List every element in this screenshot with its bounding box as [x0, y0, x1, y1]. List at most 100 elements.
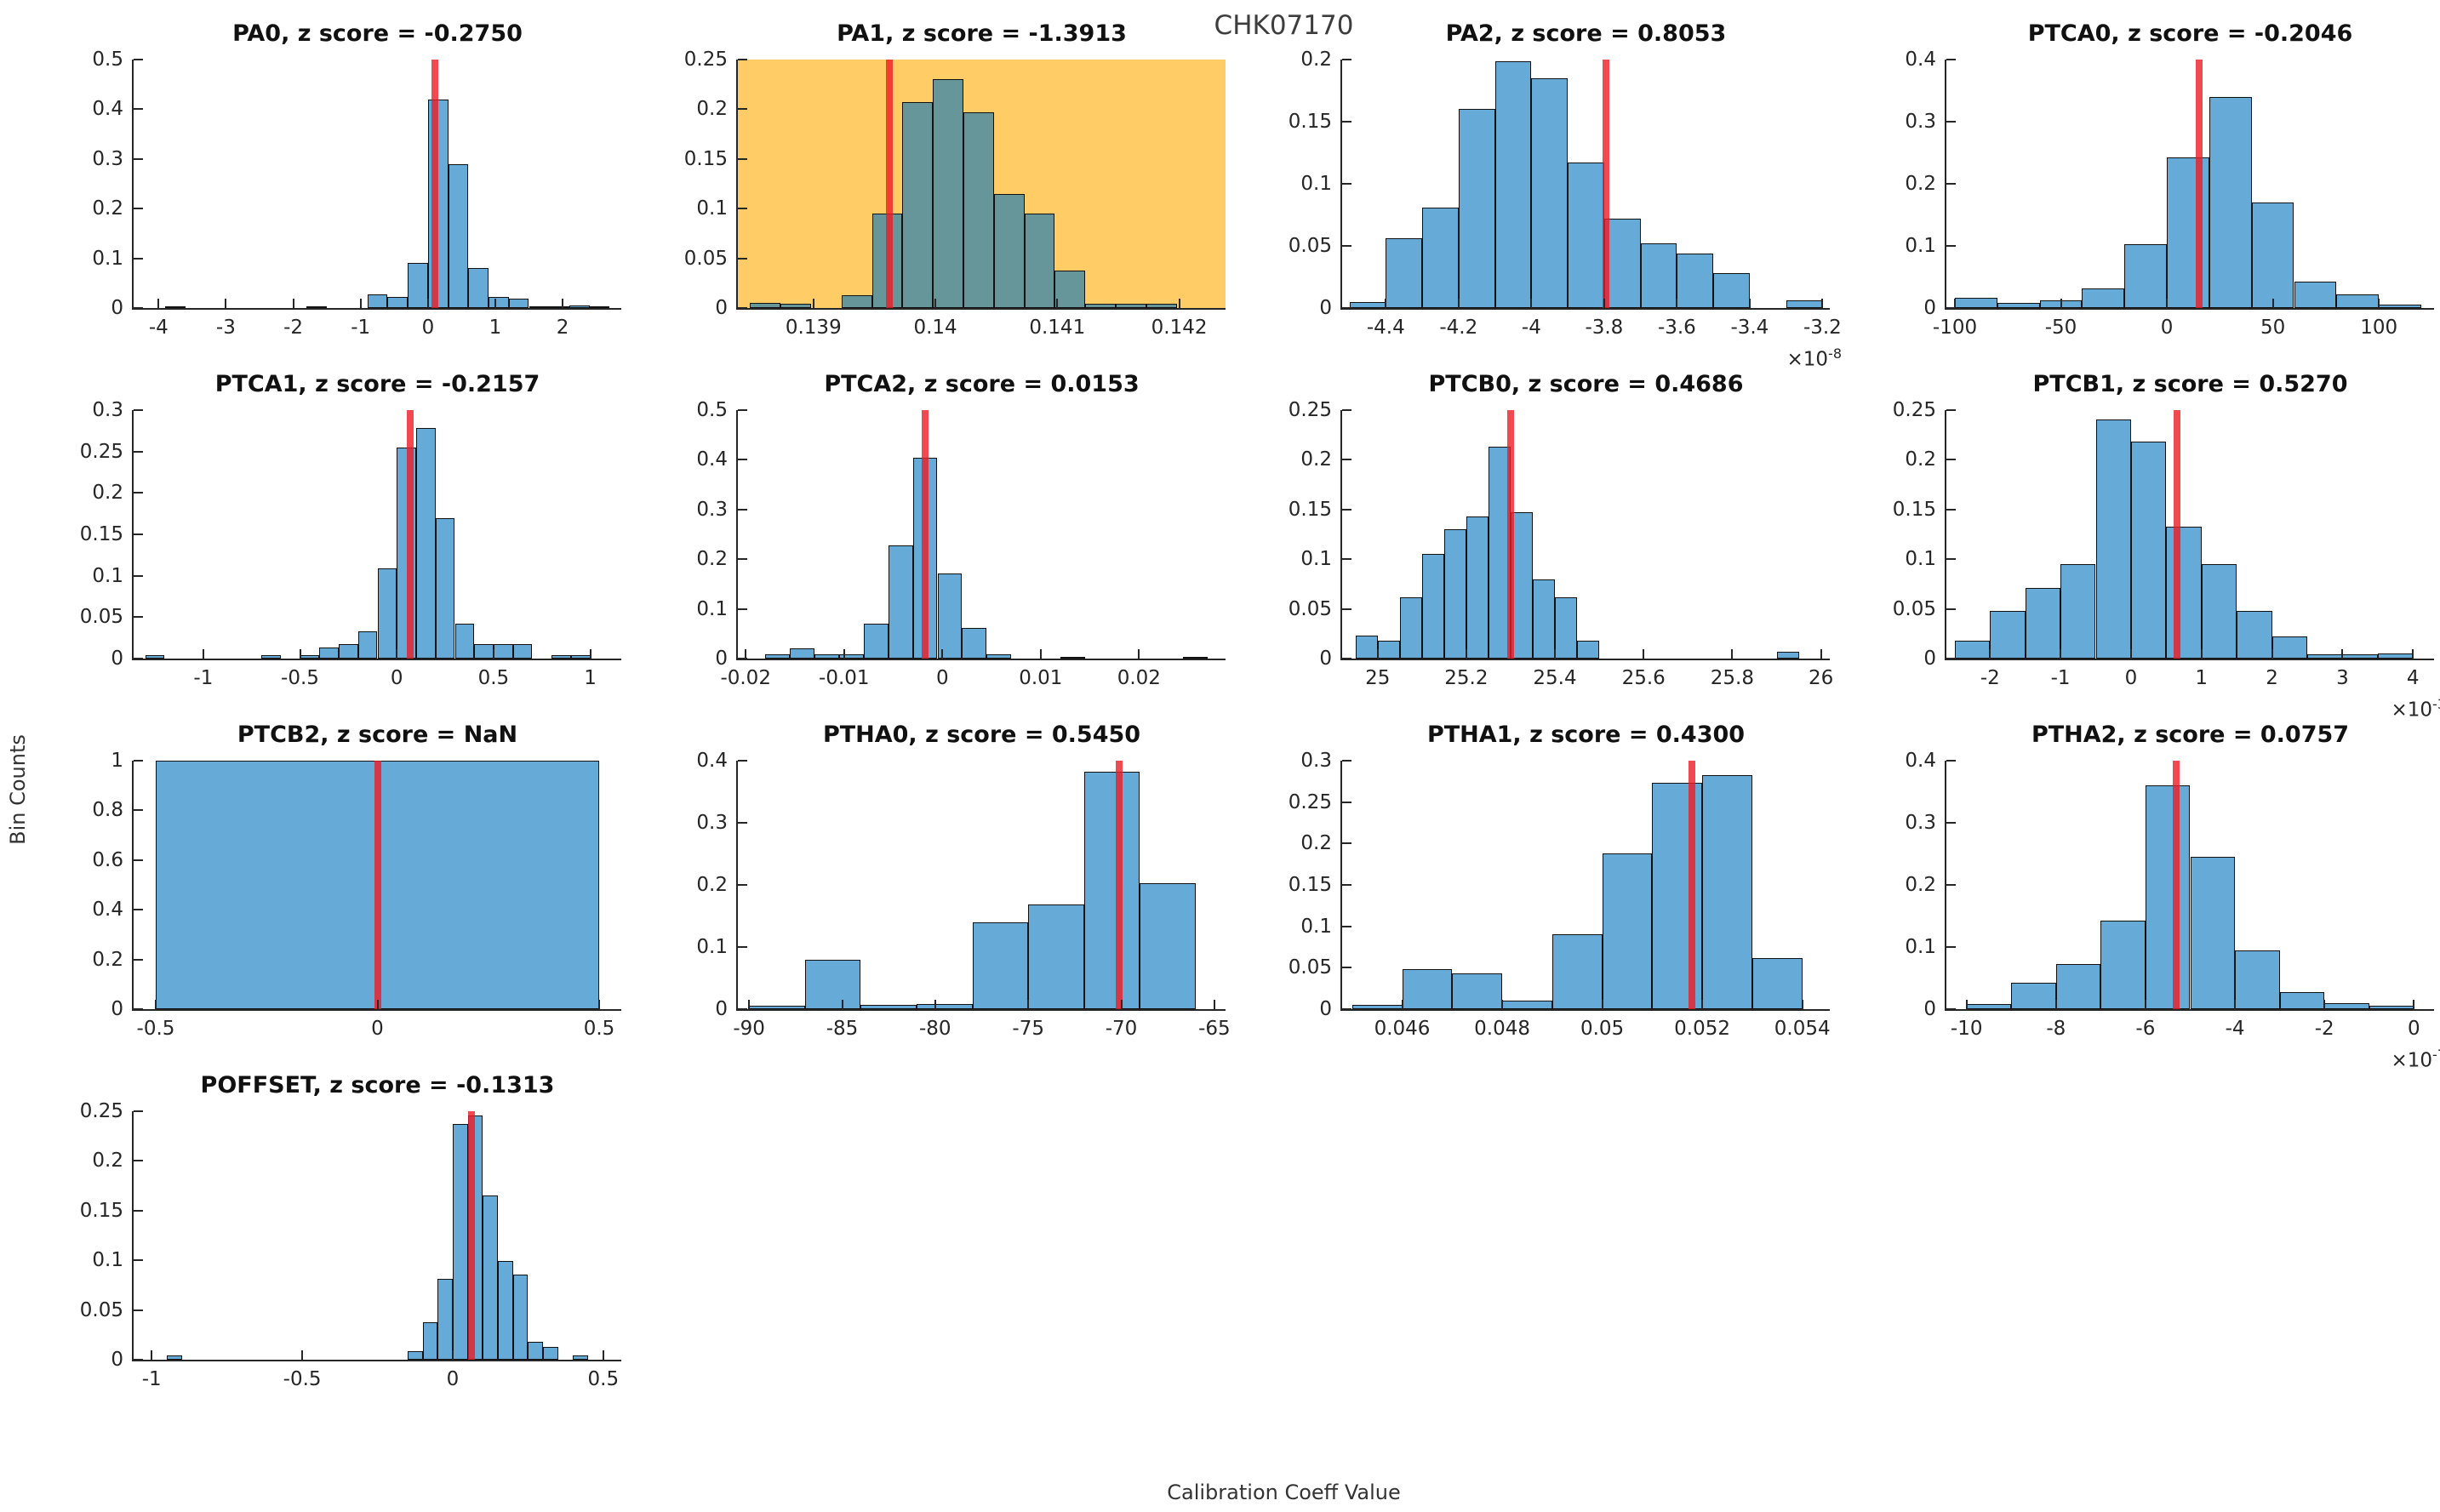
histogram-bar — [2124, 243, 2168, 308]
histogram-bar — [863, 624, 889, 659]
x-tick-mark — [2166, 299, 2169, 308]
y-tick-mark — [1342, 801, 1351, 803]
y-axis-spine — [1945, 60, 1946, 308]
y-tick-label: 0.6 — [92, 848, 123, 871]
histogram-bar — [165, 305, 186, 308]
y-tick-mark — [1946, 409, 1956, 411]
y-tick-mark — [738, 208, 747, 210]
y-tick-mark — [1342, 121, 1351, 123]
histogram-bar — [1402, 969, 1453, 1009]
histogram-PTHA0: 0 0.1 0.2 0.3 0.4 -90 -85 -80 -75 -70 -65 PTHA0, z … — [696, 722, 1230, 1040]
y-tick-mark — [1342, 409, 1351, 411]
y-tick-label: 0 — [1319, 998, 1332, 1020]
histogram-bar — [1421, 554, 1444, 659]
x-tick-mark — [2341, 649, 2344, 659]
y-tick-label: 0.15 — [79, 523, 123, 545]
x-tick-label: -4 — [1521, 317, 1541, 339]
y-tick-mark — [1342, 760, 1351, 762]
histogram-bar — [1713, 273, 1750, 308]
y-tick-label: 0.1 — [1905, 936, 1936, 958]
x-tick-mark — [451, 1350, 454, 1360]
x-tick-mark — [843, 649, 845, 659]
histogram-bar — [1568, 163, 1604, 308]
histogram-bar — [814, 654, 839, 659]
x-tick-mark — [492, 649, 494, 659]
x-tick-mark — [745, 649, 747, 659]
y-tick-mark — [134, 958, 143, 961]
x-tick-label: 0 — [2407, 1018, 2420, 1040]
y-tick-mark — [134, 208, 143, 210]
y-axis-label: Bin Counts — [6, 734, 30, 845]
y-tick-mark — [1342, 307, 1351, 309]
x-tick-label: 0 — [371, 1018, 384, 1040]
y-tick-mark — [134, 492, 143, 494]
histogram-bar — [2025, 588, 2061, 659]
x-tick-label: 0 — [2124, 667, 2138, 689]
y-tick-mark — [134, 1309, 143, 1311]
y-tick-label: 0 — [1923, 648, 1936, 670]
histogram-bar — [377, 568, 397, 659]
x-tick-mark — [2234, 1000, 2237, 1009]
x-tick-mark — [2323, 1000, 2326, 1009]
x-tick-label: -100 — [1932, 317, 1978, 339]
y-tick-label: 0.25 — [1892, 399, 1936, 421]
histogram-bar — [1603, 218, 1641, 308]
y-tick-mark — [1342, 459, 1351, 461]
x-tick-label: 0.5 — [477, 667, 510, 689]
x-axis-spine — [1945, 1009, 2434, 1011]
y-tick-mark — [738, 608, 747, 610]
y-tick-label: 0.25 — [683, 48, 728, 71]
histogram-bar — [1083, 772, 1140, 1009]
x-tick-label: -3.6 — [1657, 317, 1696, 339]
histogram-bar — [1452, 973, 1503, 1009]
y-tick-label: 0.5 — [92, 48, 123, 71]
histogram-bar — [888, 545, 913, 659]
x-tick-mark — [1554, 649, 1556, 659]
x-tick-mark — [225, 299, 227, 308]
histogram-bar — [1399, 596, 1422, 659]
histogram-PTCB0: 0 0.05 0.1 0.15 0.2 0.25 25 25.2 25.4 25.6 25.8 26 P… — [1289, 371, 1833, 689]
histogram-bar — [2237, 610, 2272, 659]
x-tick-label: -0.5 — [136, 1018, 175, 1040]
y-tick-label: 0.2 — [1300, 48, 1332, 71]
histogram-bar — [357, 630, 378, 659]
histogram-bar — [860, 1004, 917, 1009]
y-tick-mark — [134, 1359, 143, 1361]
reference-value-line — [431, 60, 438, 308]
x-tick-label: 0 — [2160, 317, 2174, 339]
y-tick-label: 0.2 — [696, 98, 728, 121]
x-axis-spine — [132, 1360, 621, 1361]
x-tick-mark — [1465, 649, 1467, 659]
histogram-bar — [1116, 304, 1146, 308]
x-axis-spine — [132, 1009, 621, 1011]
y-axis-spine — [1340, 60, 1342, 308]
x-tick-label: -4 — [148, 317, 169, 339]
y-tick-label: 0.05 — [79, 606, 123, 629]
histogram-bar — [2166, 526, 2202, 659]
x-tick-mark — [1178, 299, 1180, 308]
histogram-bar — [1555, 596, 1577, 659]
x-tick-mark — [202, 649, 204, 659]
y-tick-label: 0 — [715, 297, 728, 319]
x-tick-mark — [1056, 299, 1059, 308]
histogram-bar — [1060, 656, 1085, 659]
histogram-bar — [589, 305, 610, 308]
histogram-PA0: 0 0.1 0.2 0.3 0.4 0.5 -4 -3 -2 -1 0 1 2 PA0, z score … — [92, 20, 621, 339]
histogram-bar — [261, 655, 281, 659]
y-tick-label: 0.2 — [1905, 448, 1936, 471]
y-tick-label: 0.2 — [1300, 448, 1332, 471]
y-tick-label: 0 — [1319, 297, 1332, 319]
y-axis-spine — [1945, 410, 1946, 659]
x-tick-label: 0.01 — [1019, 667, 1063, 689]
y-tick-label: 0.4 — [696, 448, 728, 471]
histogram-bar — [2271, 636, 2307, 659]
histogram-bar — [1494, 60, 1532, 308]
y-tick-mark — [134, 1008, 143, 1010]
y-tick-mark — [134, 1160, 143, 1162]
y-axis-spine — [132, 1111, 134, 1360]
y-tick-mark — [738, 508, 747, 511]
histogram-bar — [573, 1355, 589, 1360]
histogram-bar — [1183, 656, 1209, 659]
x-tick-label: 0 — [390, 667, 403, 689]
y-axis-spine — [1945, 761, 1946, 1009]
